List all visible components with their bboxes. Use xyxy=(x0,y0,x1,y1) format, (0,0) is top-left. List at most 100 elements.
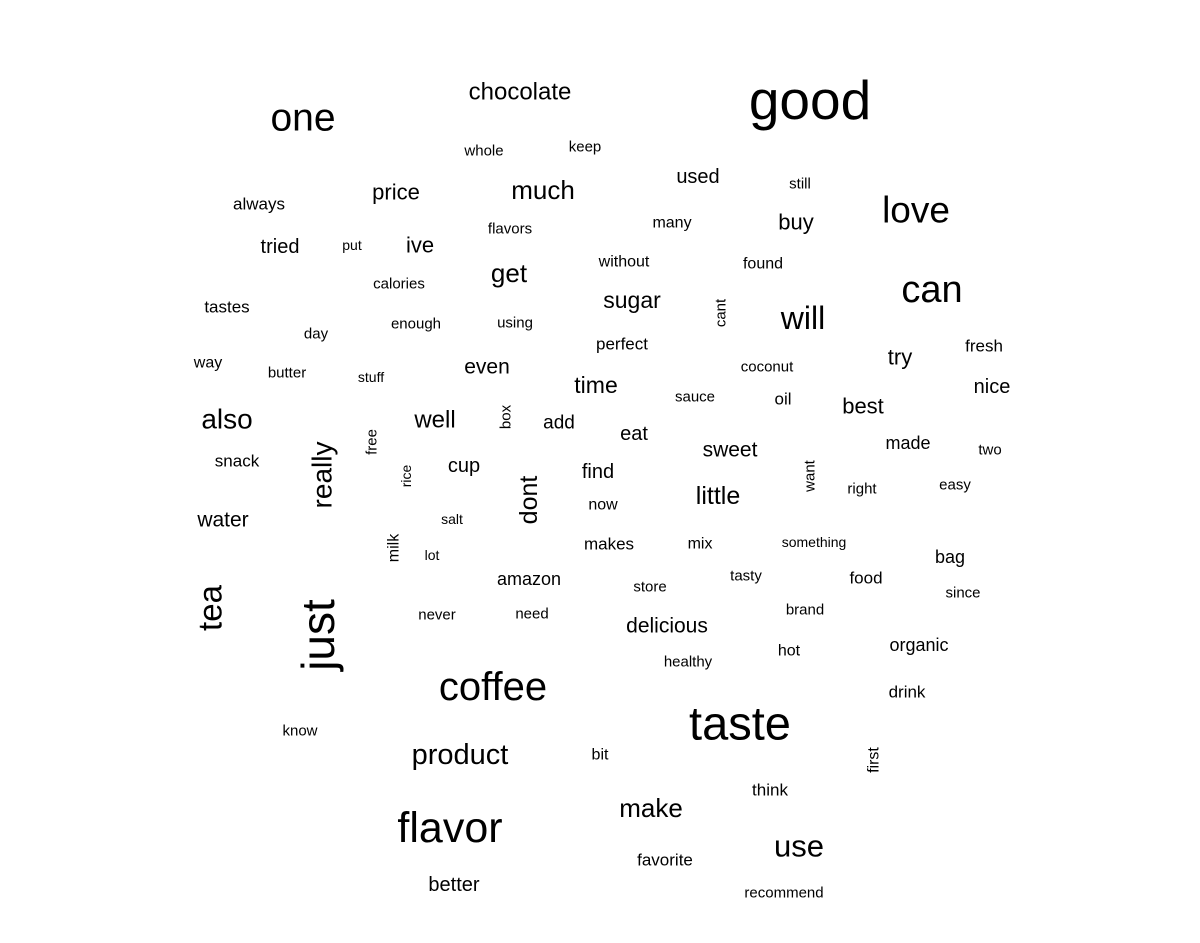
word-put: put xyxy=(342,237,362,253)
word-water: water xyxy=(196,509,248,532)
word-perfect: perfect xyxy=(596,335,648,354)
word-need: need xyxy=(515,606,548,623)
word-found: found xyxy=(743,256,783,273)
word-ive: ive xyxy=(406,233,434,258)
word-coffee: coffee xyxy=(439,665,547,709)
word-little: little xyxy=(696,482,740,510)
word-cant: cant xyxy=(713,298,730,327)
word-really: really xyxy=(307,442,338,509)
word-add: add xyxy=(543,413,575,434)
word-oil: oil xyxy=(774,390,791,409)
word-salt: salt xyxy=(441,511,463,527)
word-dont: dont xyxy=(515,476,543,525)
word-used: used xyxy=(676,166,719,188)
word-want: want xyxy=(802,459,819,493)
word-made: made xyxy=(885,433,930,453)
word-think: think xyxy=(752,781,788,800)
word-best: best xyxy=(842,394,884,419)
word-sauce: sauce xyxy=(675,389,715,406)
word-mix: mix xyxy=(688,536,713,553)
word-fresh: fresh xyxy=(965,337,1003,356)
word-day: day xyxy=(304,326,329,343)
word-tastes: tastes xyxy=(204,298,249,317)
word-delicious: delicious xyxy=(626,615,708,638)
word-try: try xyxy=(888,345,912,370)
word-easy: easy xyxy=(939,477,971,494)
word-food: food xyxy=(849,569,882,588)
word-healthy: healthy xyxy=(664,654,713,671)
word-bit: bit xyxy=(592,747,609,764)
word-just: just xyxy=(292,599,344,673)
word-brand: brand xyxy=(786,602,824,619)
word-coconut: coconut xyxy=(741,359,794,376)
word-much: much xyxy=(511,175,575,205)
word-well: well xyxy=(413,407,455,434)
word-whole: whole xyxy=(463,143,503,160)
word-drink: drink xyxy=(889,683,926,702)
word-can: can xyxy=(901,269,962,311)
word-eat: eat xyxy=(620,423,648,445)
word-sweet: sweet xyxy=(703,439,758,462)
word-hot: hot xyxy=(778,643,801,660)
word-snack: snack xyxy=(215,452,260,471)
word-one: one xyxy=(270,97,335,140)
word-calories: calories xyxy=(373,276,425,293)
word-using: using xyxy=(497,315,533,332)
word-also: also xyxy=(201,404,252,435)
word-good: good xyxy=(749,69,871,131)
word-sugar: sugar xyxy=(603,287,661,313)
word-way: way xyxy=(193,355,222,372)
word-make: make xyxy=(619,793,683,823)
word-tea: tea xyxy=(192,584,229,631)
word-taste: taste xyxy=(689,697,791,750)
word-buy: buy xyxy=(778,210,813,235)
word-find: find xyxy=(582,461,614,483)
word-lot: lot xyxy=(425,547,440,563)
word-even: even xyxy=(464,356,510,379)
word-product: product xyxy=(412,739,509,771)
word-butter: butter xyxy=(268,365,306,382)
word-get: get xyxy=(491,258,528,288)
word-free: free xyxy=(364,429,381,455)
word-keep: keep xyxy=(569,139,602,156)
word-favorite: favorite xyxy=(637,851,693,870)
word-use: use xyxy=(774,829,824,864)
word-two: two xyxy=(978,442,1001,459)
word-organic: organic xyxy=(889,635,948,655)
word-cup: cup xyxy=(448,455,480,477)
word-flavor: flavor xyxy=(397,804,502,852)
word-first: first xyxy=(866,747,883,773)
word-flavors: flavors xyxy=(488,221,532,238)
word-nice: nice xyxy=(974,376,1011,398)
word-something: something xyxy=(782,534,847,550)
word-enough: enough xyxy=(391,316,441,333)
word-love: love xyxy=(882,190,950,231)
word-still: still xyxy=(789,176,811,193)
word-now: now xyxy=(588,497,618,514)
word-stuff: stuff xyxy=(358,369,384,385)
word-never: never xyxy=(418,607,456,624)
word-chocolate: chocolate xyxy=(469,79,572,106)
word-know: know xyxy=(282,723,317,740)
word-many: many xyxy=(652,215,691,232)
word-rice: rice xyxy=(398,465,414,488)
word-always: always xyxy=(233,195,285,214)
word-will: will xyxy=(780,300,825,336)
word-recommend: recommend xyxy=(744,885,823,902)
word-without: without xyxy=(598,254,650,271)
word-store: store xyxy=(633,579,666,596)
word-right: right xyxy=(847,481,877,498)
word-amazon: amazon xyxy=(497,569,561,589)
word-makes: makes xyxy=(584,535,634,554)
word-box: box xyxy=(498,404,515,429)
word-cloud-words: good taste just flavor coffee one can lo… xyxy=(192,69,1011,902)
word-tried: tried xyxy=(261,236,300,258)
word-since: since xyxy=(945,585,980,602)
word-better: better xyxy=(428,874,479,896)
word-bag: bag xyxy=(935,547,965,567)
word-milk: milk xyxy=(386,533,403,562)
word-tasty: tasty xyxy=(730,568,762,585)
word-price: price xyxy=(372,180,420,205)
word-time: time xyxy=(574,372,617,398)
